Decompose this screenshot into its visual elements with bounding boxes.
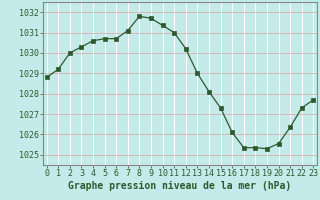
X-axis label: Graphe pression niveau de la mer (hPa): Graphe pression niveau de la mer (hPa) bbox=[68, 181, 292, 191]
